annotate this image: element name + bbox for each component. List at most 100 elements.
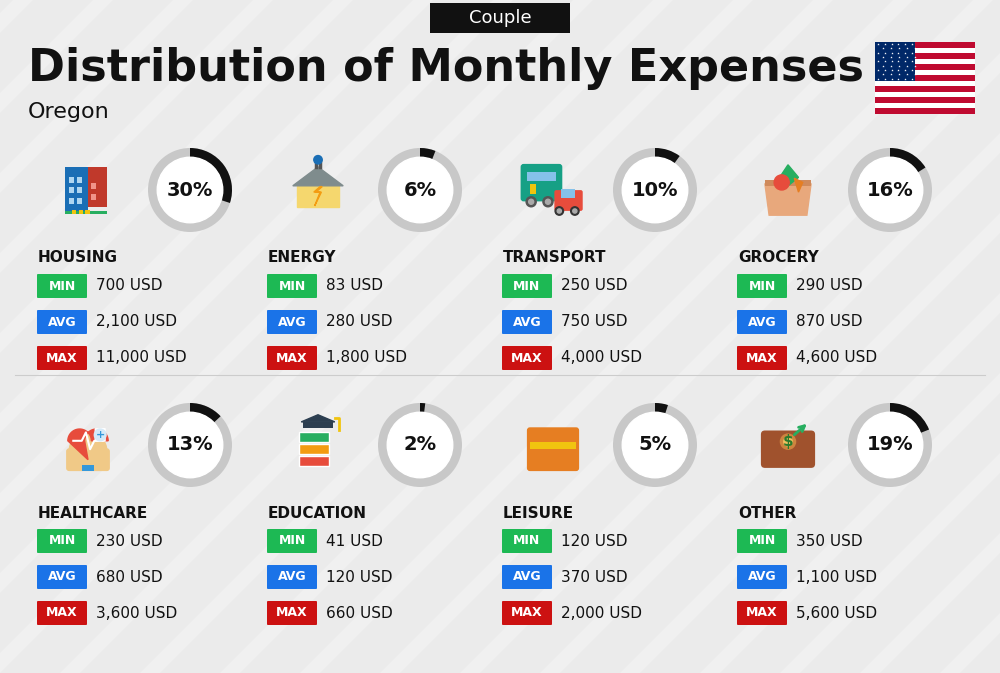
Circle shape — [526, 197, 536, 207]
FancyBboxPatch shape — [91, 183, 96, 189]
Text: 5%: 5% — [638, 435, 672, 454]
FancyBboxPatch shape — [521, 164, 562, 201]
FancyBboxPatch shape — [502, 529, 552, 553]
Polygon shape — [0, 0, 13, 673]
Wedge shape — [848, 403, 932, 487]
Polygon shape — [400, 0, 1000, 673]
FancyBboxPatch shape — [85, 210, 90, 215]
Text: 16%: 16% — [867, 180, 913, 199]
FancyBboxPatch shape — [502, 274, 552, 298]
Text: 680 USD: 680 USD — [96, 569, 163, 584]
Polygon shape — [780, 165, 798, 186]
Circle shape — [622, 413, 688, 478]
Circle shape — [543, 197, 553, 207]
Polygon shape — [0, 0, 653, 673]
Polygon shape — [0, 0, 173, 673]
Circle shape — [784, 437, 792, 446]
Circle shape — [557, 209, 561, 213]
Polygon shape — [301, 415, 335, 422]
Text: MAX: MAX — [276, 351, 308, 365]
FancyBboxPatch shape — [875, 98, 975, 103]
Text: 5,600 USD: 5,600 USD — [796, 606, 877, 621]
Circle shape — [387, 413, 453, 478]
Polygon shape — [720, 0, 1000, 673]
FancyBboxPatch shape — [69, 198, 74, 204]
Wedge shape — [190, 403, 221, 423]
FancyBboxPatch shape — [267, 274, 317, 298]
Text: 1,100 USD: 1,100 USD — [796, 569, 877, 584]
Circle shape — [157, 413, 223, 478]
FancyBboxPatch shape — [502, 346, 552, 370]
Text: MAX: MAX — [511, 351, 543, 365]
Circle shape — [94, 429, 106, 441]
FancyBboxPatch shape — [875, 53, 975, 59]
Text: 660 USD: 660 USD — [326, 606, 393, 621]
FancyBboxPatch shape — [65, 167, 88, 213]
Text: MIN: MIN — [278, 279, 306, 293]
Text: MIN: MIN — [513, 534, 541, 548]
Text: EDUCATION: EDUCATION — [268, 505, 367, 520]
FancyBboxPatch shape — [737, 310, 787, 334]
Circle shape — [774, 175, 789, 190]
Circle shape — [857, 157, 923, 223]
Text: 120 USD: 120 USD — [561, 534, 628, 548]
Text: MAX: MAX — [511, 606, 543, 620]
Text: HOUSING: HOUSING — [38, 250, 118, 266]
Text: AVG: AVG — [748, 571, 776, 583]
FancyBboxPatch shape — [72, 210, 76, 215]
Polygon shape — [560, 0, 1000, 673]
Polygon shape — [80, 0, 813, 673]
Polygon shape — [794, 178, 803, 192]
FancyBboxPatch shape — [69, 188, 74, 193]
Text: MIN: MIN — [48, 279, 76, 293]
FancyBboxPatch shape — [875, 70, 975, 75]
Polygon shape — [800, 0, 1000, 673]
Circle shape — [571, 207, 579, 215]
FancyBboxPatch shape — [502, 601, 552, 625]
Text: MAX: MAX — [746, 351, 778, 365]
Text: 870 USD: 870 USD — [796, 314, 862, 330]
FancyBboxPatch shape — [875, 108, 975, 114]
Text: AVG: AVG — [48, 316, 76, 328]
Text: 41 USD: 41 USD — [326, 534, 383, 548]
FancyBboxPatch shape — [527, 172, 556, 181]
Text: MAX: MAX — [46, 606, 78, 620]
Wedge shape — [655, 148, 680, 164]
Text: 290 USD: 290 USD — [796, 279, 863, 293]
FancyBboxPatch shape — [875, 48, 975, 53]
Circle shape — [555, 207, 564, 215]
FancyBboxPatch shape — [737, 565, 787, 589]
FancyBboxPatch shape — [37, 565, 87, 589]
Wedge shape — [420, 403, 425, 413]
FancyBboxPatch shape — [82, 465, 94, 471]
FancyBboxPatch shape — [530, 441, 576, 449]
Polygon shape — [0, 0, 413, 673]
FancyBboxPatch shape — [530, 184, 536, 194]
Circle shape — [314, 155, 322, 164]
Wedge shape — [655, 403, 668, 414]
Text: AVG: AVG — [513, 316, 541, 328]
FancyBboxPatch shape — [267, 601, 317, 625]
FancyBboxPatch shape — [77, 177, 82, 183]
Text: AVG: AVG — [513, 571, 541, 583]
Text: 83 USD: 83 USD — [326, 279, 383, 293]
Text: 11,000 USD: 11,000 USD — [96, 351, 187, 365]
Text: Distribution of Monthly Expenses: Distribution of Monthly Expenses — [28, 46, 864, 90]
FancyBboxPatch shape — [65, 211, 107, 215]
Text: LEISURE: LEISURE — [503, 505, 574, 520]
FancyBboxPatch shape — [430, 3, 570, 33]
Polygon shape — [765, 184, 811, 215]
Polygon shape — [297, 186, 339, 207]
Wedge shape — [148, 403, 232, 487]
Circle shape — [622, 157, 688, 223]
Text: +: + — [96, 430, 105, 440]
Wedge shape — [148, 148, 232, 232]
Circle shape — [545, 199, 550, 205]
Text: MAX: MAX — [746, 606, 778, 620]
Text: AVG: AVG — [748, 316, 776, 328]
Text: 3,600 USD: 3,600 USD — [96, 606, 177, 621]
Text: AVG: AVG — [48, 571, 76, 583]
FancyBboxPatch shape — [299, 456, 328, 466]
FancyBboxPatch shape — [37, 346, 87, 370]
Text: TRANSPORT: TRANSPORT — [503, 250, 606, 266]
